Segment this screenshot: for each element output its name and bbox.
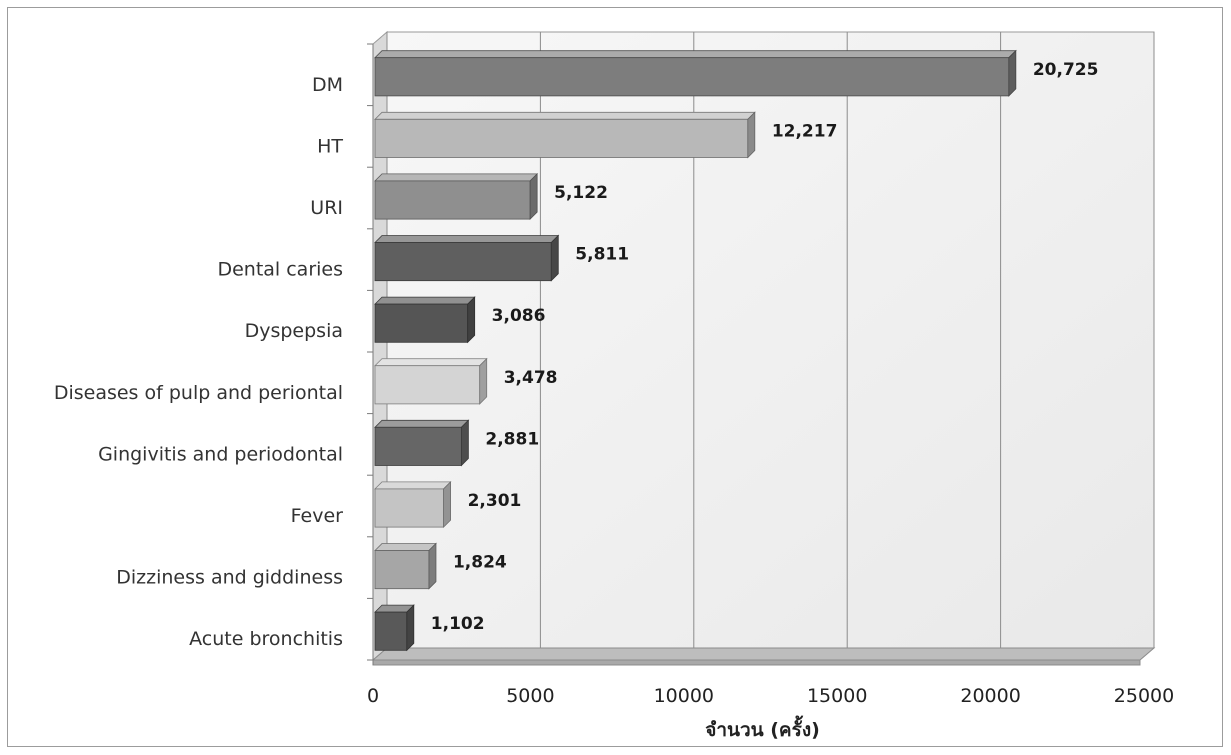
bar-top-face (374, 481, 452, 490)
x-axis-title: จำนวน (ครั้ง) (705, 715, 820, 741)
category-label: Dental caries (217, 259, 343, 281)
category-label: URI (310, 197, 343, 219)
bar (374, 172, 539, 221)
category-label: DM (312, 74, 343, 96)
bar-top-face (374, 50, 1017, 59)
bar-end-face (479, 357, 488, 405)
category-label: HT (317, 135, 343, 157)
floor-edge (372, 659, 1141, 666)
x-tick-label: 15000 (807, 685, 867, 707)
bar-front-face (374, 242, 552, 282)
category-label: Acute bronchitis (189, 628, 343, 650)
bar-top-face (374, 111, 756, 120)
bar (374, 480, 452, 529)
bar-end-face (467, 296, 476, 344)
bar-end-face (460, 419, 469, 467)
bar-top-face (374, 173, 539, 182)
bar-end-face (529, 172, 538, 221)
category-label: Dizziness and giddiness (116, 567, 343, 589)
bar (374, 419, 470, 467)
bar (374, 296, 476, 344)
data-label: 1,824 (453, 553, 507, 573)
category-label: Fever (291, 505, 344, 527)
bar-front-face (374, 180, 531, 220)
chart-frame: DM 20,725 HT 12,217 URI 5,122 Dental caries 5,8… (7, 7, 1223, 747)
data-label: 5,122 (554, 183, 608, 203)
bar-top-face (374, 235, 560, 243)
bar-top-face (374, 419, 470, 428)
category-label: Diseases of pulp and periontal (54, 382, 343, 404)
bar (374, 49, 1017, 97)
bar-front-face (374, 57, 1010, 97)
bar (374, 357, 488, 405)
bar-front-face (374, 488, 444, 528)
bar-end-face (428, 542, 437, 590)
data-label: 2,301 (468, 491, 522, 511)
bar-end-face (747, 111, 756, 159)
x-tick-label: 10000 (654, 685, 714, 707)
data-label: 20,725 (1033, 60, 1099, 80)
bar-end-face (443, 480, 451, 529)
bar-end-face (550, 234, 559, 282)
bar-end-face (406, 604, 415, 652)
bar-front-face (374, 611, 408, 651)
data-label: 2,881 (485, 429, 539, 449)
bar (374, 111, 756, 159)
bar-front-face (374, 303, 469, 343)
data-label: 3,478 (504, 368, 558, 388)
data-label: 1,102 (431, 614, 485, 634)
category-label: Dyspepsia (245, 320, 343, 342)
bar-top-face (374, 543, 437, 551)
bar-front-face (374, 365, 481, 405)
bar-front-face (374, 426, 462, 466)
x-tick-label: 25000 (1114, 685, 1174, 707)
x-tick-label: 5000 (506, 685, 554, 707)
floor (371, 647, 1156, 661)
bar-chart: DM 20,725 HT 12,217 URI 5,122 Dental caries 5,8… (54, 30, 1174, 741)
data-label: 12,217 (772, 121, 838, 141)
bar-front-face (374, 118, 749, 158)
bar (374, 542, 437, 590)
bar (374, 604, 415, 652)
bar-end-face (1008, 49, 1017, 97)
bar-top-face (374, 358, 488, 367)
x-tick-label: 0 (367, 685, 379, 707)
bar (374, 234, 560, 282)
data-label: 5,811 (575, 245, 629, 265)
bar-front-face (374, 550, 430, 590)
category-label: Gingivitis and periodontal (98, 443, 343, 465)
bar-top-face (374, 296, 476, 305)
data-label: 3,086 (492, 306, 546, 326)
x-tick-label: 20000 (960, 685, 1020, 707)
